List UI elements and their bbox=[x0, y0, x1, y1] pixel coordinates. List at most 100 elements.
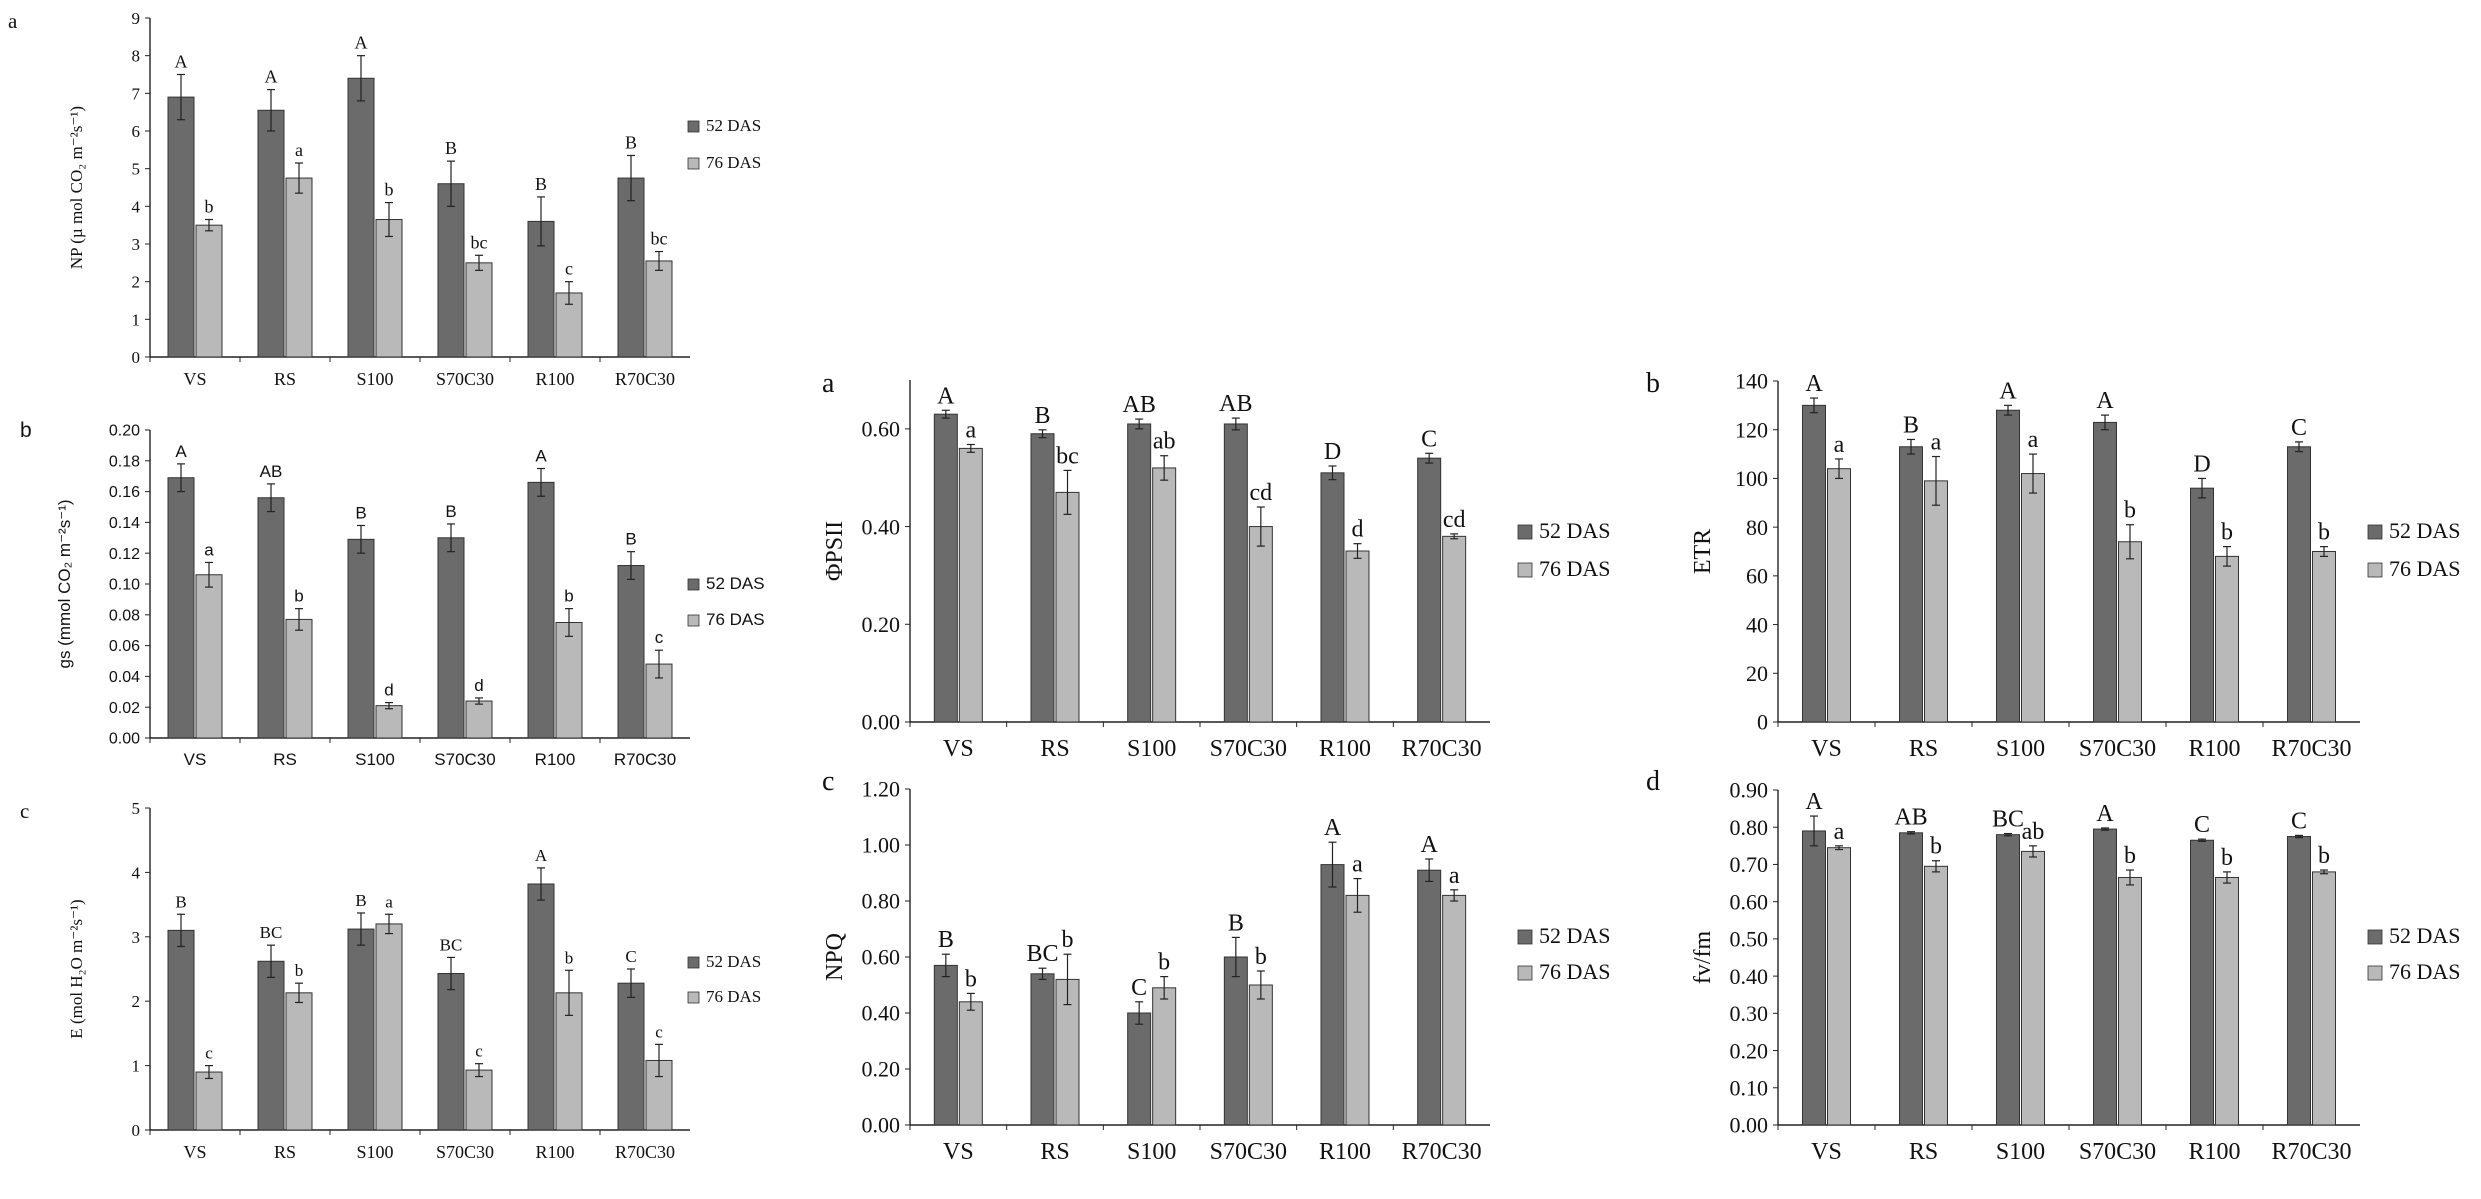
legend-label: 76 DAS bbox=[706, 153, 761, 172]
significance-letter: C bbox=[2194, 812, 2210, 838]
y-tick-label: 6 bbox=[132, 122, 141, 141]
x-tick-label: RS bbox=[1909, 736, 1938, 762]
bar-52-das bbox=[1899, 446, 1923, 723]
legend-swatch bbox=[687, 991, 700, 1004]
y-tick-label: 0.08 bbox=[109, 607, 140, 624]
legend-swatch bbox=[2367, 929, 2383, 945]
y-tick-label: 0.80 bbox=[862, 889, 901, 914]
significance-letter: BC bbox=[260, 923, 283, 942]
y-tick-label: 0.02 bbox=[109, 700, 140, 717]
significance-letter: b bbox=[2124, 843, 2136, 869]
panel-label: d bbox=[1646, 766, 1660, 797]
y-tick-label: 0.18 bbox=[109, 453, 140, 470]
significance-letter: B bbox=[445, 138, 457, 158]
panel-label: c bbox=[822, 766, 834, 797]
bar-76-das bbox=[195, 574, 223, 739]
significance-letter: c bbox=[475, 1042, 483, 1061]
chart-left-a: a 0 1 2 3 4 5 6 7 8 9 NP (µ mol CO₂ m⁻²s⁻¹) VS Ab RS Aa… bbox=[8, 9, 761, 389]
y-tick-label: 0.06 bbox=[109, 638, 140, 655]
significance-letter: d bbox=[1352, 517, 1364, 543]
legend-swatch bbox=[2367, 965, 2383, 981]
y-tick-label: 4 bbox=[132, 197, 141, 216]
y-axis-label: E (mol H₂O m⁻²s⁻¹) bbox=[67, 899, 86, 1038]
bar-52-das bbox=[2190, 487, 2214, 723]
significance-letter: b bbox=[1158, 950, 1170, 976]
significance-letter: C bbox=[625, 947, 636, 966]
bar-52-das bbox=[1223, 423, 1248, 723]
bar-76-das bbox=[1055, 491, 1080, 723]
y-tick-label: 140 bbox=[1735, 369, 1768, 394]
significance-letter: c bbox=[655, 628, 664, 647]
bar-52-das bbox=[257, 497, 285, 739]
significance-letter: b bbox=[564, 587, 573, 606]
significance-letter: AB bbox=[1894, 805, 1927, 831]
y-tick-label: 0.50 bbox=[1730, 927, 1769, 952]
legend-swatch bbox=[687, 614, 700, 627]
legend-label: 76 DAS bbox=[2389, 556, 2461, 581]
significance-letter: AB bbox=[1122, 392, 1155, 418]
y-tick-label: 0.60 bbox=[862, 945, 901, 970]
significance-letter: A bbox=[1805, 789, 1823, 815]
legend-swatch bbox=[687, 120, 700, 133]
significance-letter: BC bbox=[440, 935, 463, 954]
significance-letter: a bbox=[966, 417, 977, 443]
significance-letter: b bbox=[1255, 944, 1267, 970]
bar-76-das bbox=[465, 262, 493, 358]
y-tick-label: 0.90 bbox=[1730, 778, 1769, 803]
x-tick-label: VS bbox=[1811, 1139, 1842, 1165]
x-tick-label: R100 bbox=[535, 369, 574, 389]
y-tick-label: 0.10 bbox=[109, 577, 140, 594]
x-tick-label: RS bbox=[274, 1142, 296, 1162]
bar-76-das bbox=[465, 700, 493, 739]
x-tick-label: RS bbox=[1909, 1139, 1938, 1165]
significance-letter: C bbox=[2291, 808, 2307, 834]
significance-letter: cd bbox=[1443, 507, 1466, 533]
significance-letter: B bbox=[535, 174, 547, 194]
significance-letter: A bbox=[175, 52, 188, 72]
significance-letter: a bbox=[1352, 852, 1363, 878]
legend-label: 52 DAS bbox=[1539, 518, 1611, 543]
bar-52-das bbox=[1996, 834, 2020, 1126]
legend-label: 52 DAS bbox=[1539, 923, 1611, 948]
bar-52-das bbox=[347, 928, 375, 1131]
y-tick-label: 0.30 bbox=[1730, 1001, 1769, 1026]
x-tick-label: S70C30 bbox=[1210, 736, 1287, 762]
bar-52-das bbox=[1223, 956, 1248, 1126]
bar-76-das bbox=[375, 219, 403, 358]
bar-52-das bbox=[527, 883, 555, 1131]
y-tick-label: 1 bbox=[132, 1057, 141, 1076]
y-tick-label: 20 bbox=[1746, 661, 1768, 686]
y-tick-label: 0.80 bbox=[1730, 815, 1769, 840]
significance-letter: B bbox=[625, 132, 637, 152]
significance-letter: A bbox=[265, 67, 278, 87]
y-tick-label: 0.20 bbox=[1730, 1038, 1769, 1063]
significance-letter: D bbox=[2193, 451, 2210, 477]
significance-letter: ab bbox=[1153, 429, 1176, 455]
significance-letter: a bbox=[1931, 430, 1942, 456]
bar-52-das bbox=[167, 96, 195, 358]
significance-letter: a bbox=[1834, 819, 1845, 845]
panel-label: c bbox=[20, 799, 29, 823]
y-tick-label: 0.60 bbox=[1730, 889, 1769, 914]
bar-76-das bbox=[2215, 876, 2239, 1126]
bar-76-das bbox=[195, 224, 223, 358]
y-tick-label: 0.40 bbox=[862, 514, 901, 539]
y-axis-label: NPQ bbox=[822, 933, 848, 981]
x-tick-label: R70C30 bbox=[1402, 1139, 1482, 1165]
significance-letter: B bbox=[1903, 412, 1919, 438]
bar-76-das bbox=[2118, 876, 2142, 1126]
x-tick-label: S70C30 bbox=[1210, 1139, 1287, 1165]
y-tick-label: 0.16 bbox=[109, 484, 140, 501]
significance-letter: bc bbox=[1056, 443, 1079, 469]
x-tick-label: S100 bbox=[1127, 736, 1176, 762]
bar-52-das bbox=[2190, 839, 2214, 1126]
x-tick-label: R100 bbox=[1319, 736, 1371, 762]
bar-52-das bbox=[437, 973, 465, 1131]
significance-letter: A bbox=[2096, 388, 2114, 414]
bar-52-das bbox=[2287, 446, 2311, 723]
significance-letter: b bbox=[385, 180, 394, 200]
bar-76-das bbox=[1924, 865, 1948, 1126]
x-tick-label: R70C30 bbox=[615, 369, 675, 389]
bar-76-das bbox=[958, 447, 983, 723]
